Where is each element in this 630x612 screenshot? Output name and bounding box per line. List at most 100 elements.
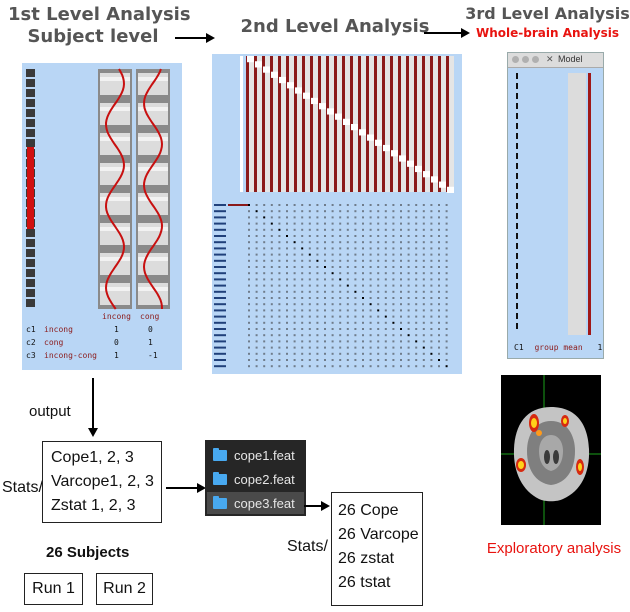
contrast-cell: [248, 278, 250, 281]
contrast-cell: [445, 216, 448, 219]
contrast-cell: [248, 359, 250, 361]
contrast-cell: [392, 210, 395, 213]
contrast-cell: [392, 204, 395, 206]
contrast-cell: [407, 309, 410, 312]
contrast-cell: [263, 309, 266, 312]
contrast-cell: [248, 290, 250, 293]
contrast-cell: [286, 266, 288, 268]
contrast-cell: [392, 241, 395, 244]
contrast-cell: [339, 346, 342, 349]
contrast-cell: [286, 297, 288, 299]
contrast-cell: [286, 365, 288, 368]
contrast-cell: [286, 210, 288, 213]
contrast-cell: [362, 297, 364, 299]
design-column-stripe: [446, 56, 449, 192]
contrast-cell: [438, 222, 440, 225]
contrast-cell: [278, 266, 281, 268]
contrast-cell: [316, 266, 319, 268]
first-level-title-line2: Subject level: [27, 26, 159, 47]
contrast-cell: [270, 272, 273, 275]
contrast-cell: [392, 321, 395, 324]
design-column-bg: [337, 56, 342, 192]
contrast-cell: [377, 241, 380, 244]
contrast-cell: [415, 321, 418, 324]
contrast-cell: [248, 334, 250, 337]
contrast-cell: [331, 204, 334, 206]
ev-block: [138, 223, 168, 245]
window-maximize-button[interactable]: [532, 56, 539, 63]
contrast-cell: [362, 352, 364, 355]
contrast-cell: [384, 303, 387, 306]
contrast-cell: [301, 210, 304, 213]
contrast-cell: [316, 359, 319, 361]
contrast-cell: [301, 266, 304, 268]
design-column-bg: [361, 56, 366, 192]
contrast-cell: [377, 204, 380, 206]
ev-waveform-cong: [142, 68, 164, 310]
contrast-cell: [278, 204, 281, 206]
contrast-cell: [438, 315, 440, 318]
contrast-cell: [422, 228, 425, 231]
contrast-cell: [324, 259, 326, 262]
contrast-cell: [377, 259, 380, 262]
contrast-cell: [422, 315, 425, 318]
contrast-name: cong: [44, 338, 64, 347]
contrast-cell: [430, 365, 433, 368]
contrast-cell: [248, 346, 250, 349]
ev-stripe: [138, 107, 168, 111]
contrast-cell: [430, 290, 433, 293]
contrast-cell: [308, 309, 311, 312]
contrast-cell: [248, 315, 250, 318]
contrast-cell: [278, 290, 281, 293]
contrast-cell: [438, 253, 440, 256]
contrast-cell: [400, 222, 402, 225]
contrast-cell: [415, 235, 418, 237]
contrast-cell: [369, 253, 372, 256]
feat-folder-item[interactable]: cope3.feat: [207, 492, 304, 514]
contrast-cell: [384, 321, 387, 324]
timecourse-block: [26, 299, 35, 307]
second-level-title: 2nd Level Analysis: [240, 16, 430, 37]
design-column-bg: [321, 56, 326, 192]
contrast-cell: [354, 241, 357, 244]
contrast-cell: [407, 284, 410, 287]
contrast-cell: [384, 259, 387, 262]
contrast-cell: [270, 210, 273, 213]
design-diagonal-cell: [431, 176, 438, 183]
contrast-cell: [407, 290, 410, 293]
contrast-cell: [293, 284, 296, 287]
contrast-cell: [263, 297, 266, 299]
contrast-cell: [255, 352, 258, 355]
arrow-stats-to-feat: [166, 483, 206, 493]
contrast-cell: [293, 272, 296, 275]
contrast-cell: [430, 334, 433, 337]
design-column-stripe: [270, 56, 273, 192]
contrast-cell: [346, 253, 349, 256]
contrast-cell: [263, 340, 266, 343]
contrast-cell: [362, 346, 364, 349]
contrast-value: 1: [148, 338, 153, 347]
contrast-cell: [255, 266, 258, 268]
contrast-cell: [324, 352, 326, 355]
contrast-cell: [293, 235, 296, 237]
feat-folder-item[interactable]: cope1.feat: [213, 444, 295, 466]
contrast-cell: [278, 272, 281, 275]
contrast-cell: [278, 365, 281, 368]
window-close-button[interactable]: [512, 56, 519, 63]
contrast-cell: [445, 284, 448, 287]
contrast-cell: [377, 284, 380, 287]
design-column-bg: [433, 56, 438, 192]
contrast-cell: [377, 352, 380, 355]
contrast-cell: [422, 247, 425, 250]
feat-folder-item[interactable]: cope2.feat: [213, 468, 295, 490]
contrast-cell: [308, 290, 311, 293]
contrast-cell: [438, 278, 440, 281]
contrast-cell: [354, 297, 357, 299]
contrast-cell: [346, 346, 349, 349]
contrast-cell: [255, 247, 258, 250]
contrast-cell: [430, 210, 433, 213]
window-minimize-button[interactable]: [522, 56, 529, 63]
design-column-stripe: [286, 56, 289, 192]
contrast-cell: [362, 210, 364, 213]
contrast-cell: [308, 241, 311, 244]
